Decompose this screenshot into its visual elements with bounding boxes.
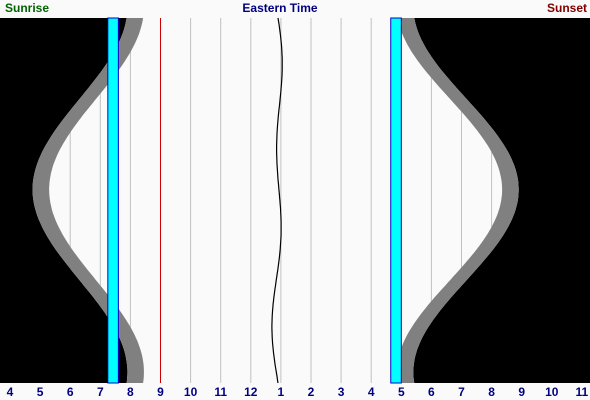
hour-tick-label: 10: [545, 385, 559, 399]
hour-tick-label: 9: [518, 385, 525, 399]
sunset-label: Sunset: [546, 1, 587, 15]
night-morning-area: [0, 18, 128, 383]
hour-tick-label: 3: [338, 385, 345, 399]
hour-tick-labels: 4 5 6 7 8 9 10 11 12 1 2 3 4 5 6 7 8 9 10 11: [7, 385, 589, 399]
hour-tick-label: 7: [97, 385, 104, 399]
dst-bands: [107, 17, 402, 384]
night-evening-area: [413, 18, 590, 383]
hour-tick-label: 11: [214, 385, 227, 399]
solar-noon-curve: [271, 17, 283, 384]
dst-band: [390, 17, 402, 384]
hour-tick-label: 1: [278, 385, 285, 399]
hour-tick-label: 5: [37, 385, 44, 399]
hour-tick-label: 4: [7, 385, 14, 399]
hour-tick-label: 8: [488, 385, 495, 399]
hour-tick-label: 12: [244, 385, 258, 399]
hour-tick-label: 8: [127, 385, 134, 399]
hour-tick-label: 9: [157, 385, 164, 399]
hour-tick-label: 6: [428, 385, 435, 399]
timezone-label: Eastern Time: [242, 1, 318, 15]
hour-tick-label: 10: [184, 385, 198, 399]
hour-tick-label: 4: [368, 385, 375, 399]
dst-band: [107, 17, 119, 384]
hour-tick-label: 7: [458, 385, 465, 399]
hour-tick-label: 11: [576, 385, 589, 399]
twilight-evening-band: [396, 18, 519, 383]
hour-tick-label: 6: [67, 385, 74, 399]
sunrise-label: Sunrise: [5, 1, 50, 15]
twilight-morning-band: [32, 18, 144, 383]
hour-tick-label: 5: [398, 385, 405, 399]
hour-tick-label: 2: [308, 385, 315, 399]
